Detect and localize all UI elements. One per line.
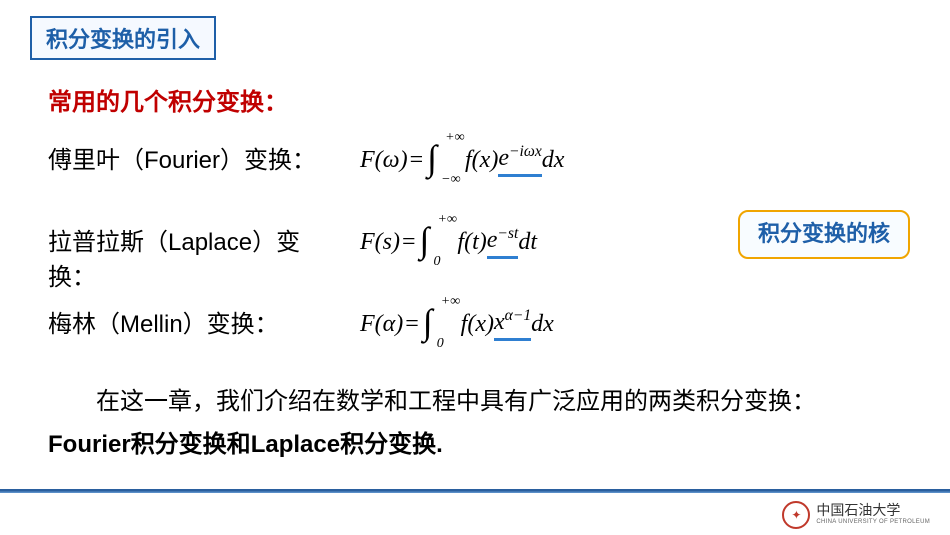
fourier-formula: F(ω) = ∫ +∞ −∞ f(x) e−iωx dx: [360, 140, 564, 180]
footer-divider: [0, 489, 950, 493]
uni-name-cn: 中国石油大学: [816, 505, 930, 519]
dx: dx: [531, 311, 554, 338]
kernel-exp: α−1: [505, 307, 532, 324]
logo-inner-icon: ✦: [788, 507, 804, 523]
para-end: 积分变换.: [340, 431, 443, 458]
eq-sign: =: [405, 311, 419, 338]
int-upper: +∞: [441, 294, 460, 310]
logo-badge-icon: ✦: [782, 501, 810, 529]
para-mid1: 积分变换和: [131, 431, 251, 458]
uni-name-en: CHINA UNIVERSITY OF PETROLEUM: [816, 519, 930, 525]
laplace-row: 拉普拉斯（Laplace）变换：: [48, 222, 348, 292]
para-line1: 在这一章，我们介绍在数学和工程中具有广泛应用的两类积分变换：: [96, 388, 816, 415]
laplace-kernel: e−st: [487, 225, 519, 259]
fourier-kernel: e−iωx: [498, 143, 541, 177]
mellin-row: 梅林（Mellin）变换：: [48, 304, 348, 339]
int-upper: +∞: [445, 130, 464, 146]
logo-text: 中国石油大学 CHINA UNIVERSITY OF PETROLEUM: [816, 505, 930, 525]
kernel-callout-box: 积分变换的核: [738, 210, 910, 259]
eq-sign: =: [402, 229, 416, 256]
kernel-exp: −iωx: [509, 143, 542, 160]
fourier-bold: Fourier: [48, 431, 131, 458]
section-title-box: 积分变换的引入: [30, 16, 216, 60]
integrand: f(x): [465, 147, 498, 174]
kernel-callout-text: 积分变换的核: [758, 221, 890, 246]
dx: dx: [542, 147, 565, 174]
int-lower: 0: [434, 254, 441, 270]
kernel-base: e: [487, 227, 498, 253]
laplace-formula: F(s) = ∫ +∞ 0 f(t) e−st dt: [360, 222, 537, 262]
fourier-row: 傅里叶（Fourier）变换：: [48, 140, 348, 175]
integrand: f(t): [457, 229, 486, 256]
mellin-formula: F(α) = ∫ +∞ 0 f(x) xα−1 dx: [360, 304, 554, 344]
eq-sign: =: [410, 147, 424, 174]
conclusion-paragraph: 在这一章，我们介绍在数学和工程中具有广泛应用的两类积分变换： Fourier积分…: [48, 380, 910, 466]
integral-sign-icon: ∫: [420, 222, 430, 258]
int-upper: +∞: [438, 212, 457, 228]
dx: dt: [518, 229, 537, 256]
mellin-kernel: xα−1: [494, 307, 531, 341]
integral-sign-icon: ∫: [427, 140, 437, 176]
university-logo: ✦ 中国石油大学 CHINA UNIVERSITY OF PETROLEUM: [782, 501, 930, 529]
int-lower: −∞: [441, 172, 460, 188]
laplace-label: 拉普拉斯（Laplace）变换：: [48, 222, 348, 292]
integral-symbol: ∫ +∞ −∞: [427, 140, 437, 180]
mellin-label: 梅林（Mellin）变换：: [48, 304, 348, 339]
integral-sign-icon: ∫: [423, 304, 433, 340]
mellin-lhs: F(α): [360, 311, 403, 338]
kernel-exp: −st: [497, 225, 518, 242]
int-lower: 0: [437, 336, 444, 352]
integrand: f(x): [461, 311, 494, 338]
integral-symbol: ∫ +∞ 0: [423, 304, 433, 344]
fourier-lhs: F(ω): [360, 147, 408, 174]
kernel-base: e: [498, 145, 509, 171]
laplace-lhs: F(s): [360, 229, 400, 256]
kernel-base: x: [494, 309, 505, 335]
integral-symbol: ∫ +∞ 0: [420, 222, 430, 262]
fourier-label: 傅里叶（Fourier）变换：: [48, 140, 348, 175]
section-title: 积分变换的引入: [46, 27, 200, 52]
subtitle: 常用的几个积分变换：: [48, 82, 288, 117]
laplace-bold: Laplace: [251, 431, 340, 458]
